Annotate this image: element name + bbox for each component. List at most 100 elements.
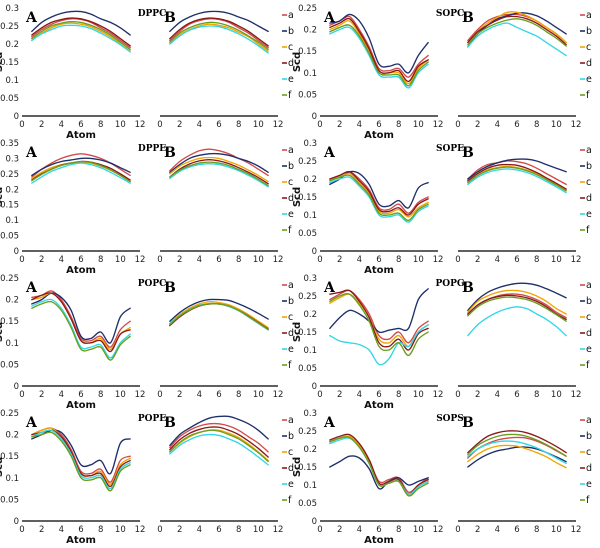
x-tick-label: 0	[317, 390, 322, 400]
x-tick-label: 8	[534, 255, 539, 265]
x-tick-label: 10	[413, 120, 424, 130]
x-tick-label: 6	[78, 525, 83, 535]
x-tick-label: 10	[253, 525, 264, 535]
y-tick-label: 0	[312, 382, 317, 392]
series-line-a	[169, 18, 269, 49]
x-tick-label: 4	[197, 390, 202, 400]
x-tick-label: 10	[551, 120, 562, 130]
series-line-f	[169, 429, 269, 463]
x-tick-label: 12	[433, 390, 444, 400]
x-tick-label: 10	[413, 525, 424, 535]
y-tick-label: 0.3	[303, 139, 317, 149]
legend-label-f: f	[288, 225, 292, 236]
y-tick-label: 0.05	[298, 229, 317, 239]
y-tick-label: 0.3	[303, 409, 317, 419]
x-tick-label: 10	[253, 390, 264, 400]
x-tick-label: 12	[135, 525, 146, 535]
series-line-e	[329, 26, 429, 89]
x-tick-label: 0	[157, 120, 162, 130]
x-tick-label: 12	[571, 120, 582, 130]
x-tick-label: 0	[157, 390, 162, 400]
y-tick-label: 0.15	[0, 317, 19, 327]
panel-b: 0 2 4 6 8 10 12 B	[455, 415, 581, 535]
series-line-f	[169, 303, 269, 331]
series-line-b	[169, 298, 269, 322]
y-tick-label: 0.25	[298, 157, 317, 167]
x-tick-label: 2	[475, 525, 480, 535]
series-line-b	[467, 446, 567, 468]
legend-label-a: a	[586, 280, 592, 291]
x-tick-label: 8	[396, 120, 401, 130]
series-line-d	[31, 160, 131, 181]
x-tick-label: 4	[495, 255, 500, 265]
y-tick-label: 0.25	[298, 4, 317, 14]
x-tick-label: 8	[98, 390, 103, 400]
x-tick-label: 0	[157, 255, 162, 265]
panel-label: B	[164, 415, 176, 431]
x-tick-label: 8	[534, 120, 539, 130]
x-tick-label: 0	[19, 525, 24, 535]
y-axis-label: Scd	[0, 52, 5, 72]
legend-label-c: c	[586, 42, 591, 53]
panel-b: 0 2 4 6 8 10 12 B	[455, 145, 581, 265]
chart-title: POPC	[138, 279, 167, 289]
panel-label: B	[462, 10, 474, 26]
x-tick-label: 6	[376, 525, 381, 535]
series-line-e	[31, 24, 131, 53]
y-tick-label: 0.1	[5, 216, 19, 226]
x-tick-label: 12	[273, 525, 284, 535]
x-tick-label: 4	[59, 120, 64, 130]
legend-label-e: e	[586, 74, 592, 85]
series-line-d	[31, 292, 131, 353]
x-tick-label: 8	[98, 120, 103, 130]
x-tick-label: 2	[177, 120, 182, 130]
legend-label-e: e	[288, 74, 294, 85]
series-line-d	[169, 303, 269, 330]
x-tick-label: 0	[157, 525, 162, 535]
y-tick-label: 0.1	[303, 346, 317, 356]
series-line-c	[169, 301, 269, 329]
x-tick-label: 8	[396, 390, 401, 400]
panel-label: B	[462, 145, 474, 161]
y-tick-label: 0.25	[0, 409, 19, 419]
y-tick-label: 0.1	[303, 481, 317, 491]
panel-b: 0 2 4 6 8 10 12 B	[455, 280, 581, 400]
legend-label-d: d	[586, 58, 592, 69]
panel-b: 0 2 4 6 8 10 12 B	[157, 10, 283, 130]
x-tick-label: 0	[317, 525, 322, 535]
y-tick-label: 0.2	[303, 175, 317, 185]
x-tick-label: 2	[177, 255, 182, 265]
series-line-a	[169, 422, 269, 453]
series-line-e	[467, 306, 567, 337]
panel-label: B	[462, 415, 474, 431]
series-line-a	[169, 302, 269, 331]
series-line-e	[169, 433, 269, 466]
panel-label: A	[323, 415, 336, 431]
y-tick-label: 0	[312, 112, 317, 122]
legend-label-e: e	[586, 344, 592, 355]
x-tick-label: 12	[571, 525, 582, 535]
series-line-f	[169, 21, 269, 51]
chart-popg: 0 0.05 0.1 0.15 0.2 0.25 0.3 Scd 0 2 4 6 8 10 12 A 0 2 4 6 8…	[292, 274, 592, 411]
y-tick-label: 0.3	[5, 4, 19, 14]
x-tick-label: 6	[514, 390, 519, 400]
x-axis-label: Atom	[364, 400, 394, 411]
panel-label: A	[25, 280, 38, 296]
x-tick-label: 2	[475, 120, 480, 130]
panel-b: 0 2 4 6 8 10 12 B	[157, 145, 283, 265]
series-line-e	[467, 440, 567, 465]
y-axis-label: Scd	[292, 52, 303, 72]
series-line-f	[329, 436, 429, 497]
chart-title: SOPE	[436, 144, 464, 154]
x-axis-label: Atom	[66, 400, 96, 411]
y-tick-label: 0	[14, 517, 19, 527]
legend-label-c: c	[586, 312, 591, 323]
x-tick-label: 6	[216, 120, 221, 130]
series-line-a	[329, 15, 429, 78]
panel-a: 0 2 4 6 8 10 12 A	[19, 280, 145, 400]
x-tick-label: 12	[135, 390, 146, 400]
x-tick-label: 2	[337, 525, 342, 535]
legend-label-a: a	[586, 415, 592, 426]
